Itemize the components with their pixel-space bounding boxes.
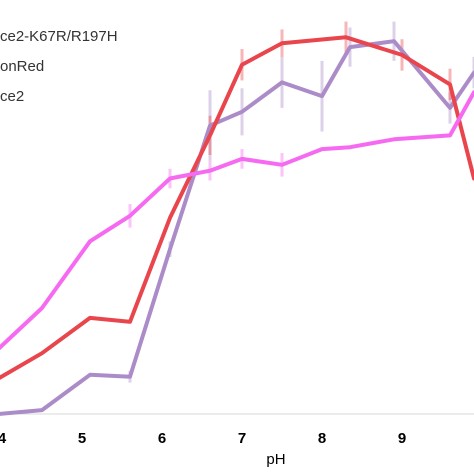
x-tick-label: 6 xyxy=(158,430,166,447)
legend-label: ce2 xyxy=(0,88,24,105)
legend-label: ce2-K67R/R197H xyxy=(0,28,118,45)
x-tick-label: 9 xyxy=(398,430,406,447)
x-axis-title: pH xyxy=(266,451,285,468)
series-lines xyxy=(0,35,474,416)
series-line-ce2-k67r-r197h xyxy=(0,39,474,416)
x-tick-label: 8 xyxy=(318,430,326,447)
x-tick-label: 7 xyxy=(238,430,246,447)
series-line-ce2 xyxy=(0,90,474,351)
series-line-onred xyxy=(0,35,474,380)
legend: ce2-K67R/R197H onRed ce2 xyxy=(0,28,118,105)
legend-label: onRed xyxy=(0,58,44,75)
x-tick-labels: 4 5 6 7 8 9 xyxy=(0,430,406,447)
x-tick-label: 5 xyxy=(78,430,86,447)
x-tick-label: 4 xyxy=(0,430,7,447)
